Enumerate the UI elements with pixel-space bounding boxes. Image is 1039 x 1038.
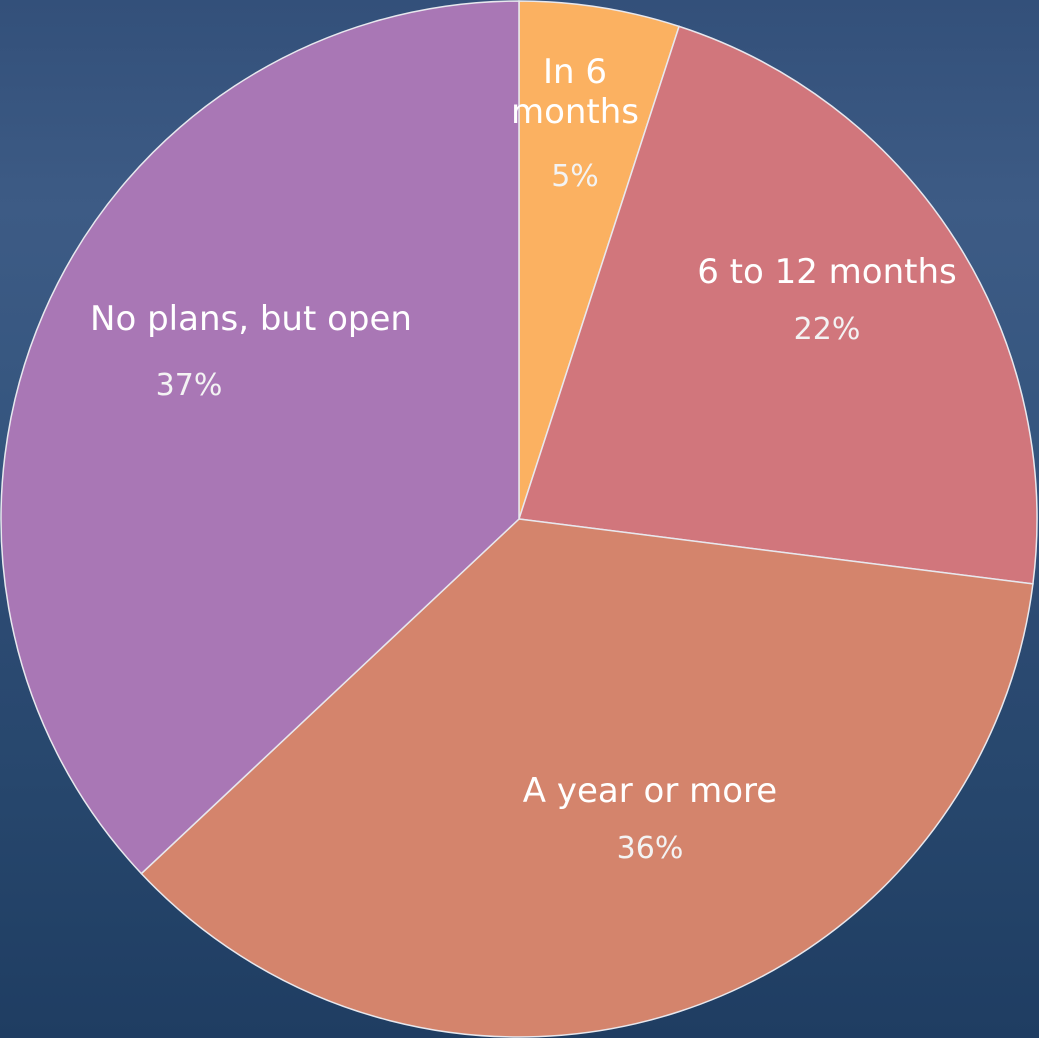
pie-slice-no-plans-but-open xyxy=(0,0,520,875)
slice-percent-label: 5% xyxy=(551,159,599,194)
pie-slice-a-year-or-more xyxy=(140,518,1034,1038)
pie-slice-6-to-12-months xyxy=(518,25,1038,585)
slice-percent-label: 36% xyxy=(617,831,684,866)
slice-label: 6 to 12 months xyxy=(697,252,957,292)
slice-label: No plans, but open xyxy=(90,299,412,339)
slice-label: In 6 months xyxy=(511,52,639,132)
pie-slice-in-6-months xyxy=(518,0,681,520)
slice-percent-label: 37% xyxy=(156,368,223,403)
slice-percent-label: 22% xyxy=(794,312,861,347)
slice-label: A year or more xyxy=(523,771,777,811)
